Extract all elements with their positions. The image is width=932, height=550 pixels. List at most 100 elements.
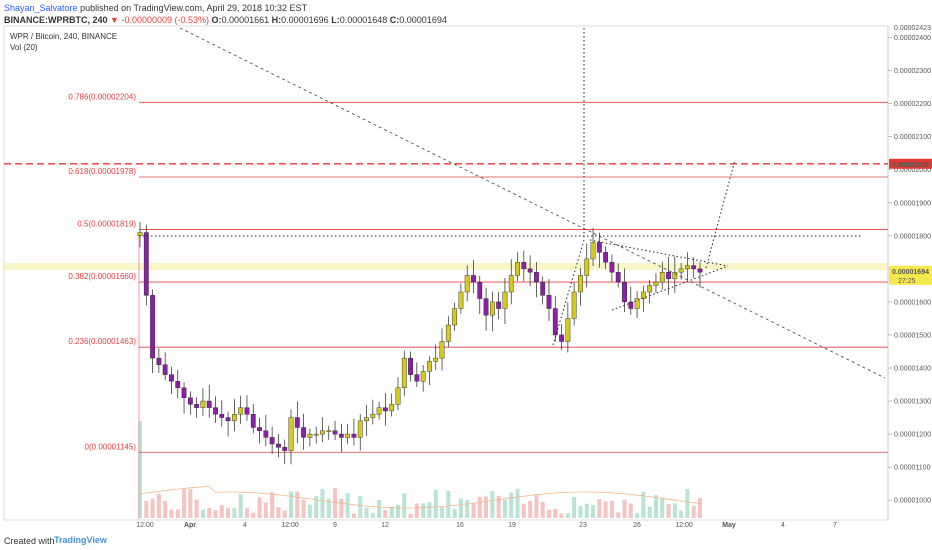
volume-bar — [314, 496, 319, 518]
chart-header: Shayan_Salvatore published on TradingVie… — [0, 0, 932, 26]
price-label: 0.00002000 — [894, 167, 931, 174]
candle — [206, 400, 212, 408]
candle — [389, 404, 395, 412]
close-value: 0.00001694 — [399, 15, 447, 25]
triangle-lower-line[interactable] — [611, 265, 729, 311]
volume-bar — [188, 489, 193, 518]
fib-label: 0.382(0.00001660) — [68, 272, 136, 281]
volume-bar — [289, 491, 294, 518]
candle — [515, 262, 520, 276]
open-value: 0.00001661 — [221, 15, 270, 25]
volume-bar — [452, 509, 457, 518]
fib-label: 0(0.00001145) — [85, 442, 137, 451]
time-label: 4 — [781, 522, 785, 529]
candle — [427, 361, 432, 372]
price-label: 0.00001500 — [894, 332, 931, 339]
ohlc-line: BINANCE:WPRBTC, 240 ▼ -0.00000009 (-0.53… — [4, 15, 447, 25]
candle — [294, 417, 300, 428]
chart-frame — [3, 25, 889, 521]
time-label: 12:00 — [281, 522, 299, 529]
volume-bar — [515, 488, 520, 518]
volume-bar — [446, 491, 451, 518]
candle — [382, 407, 388, 412]
candle — [540, 281, 546, 296]
candle — [364, 417, 369, 422]
candle — [471, 275, 476, 283]
time-label: 12:00 — [675, 522, 693, 529]
volume-bar — [509, 492, 514, 518]
candle — [496, 301, 502, 309]
candle — [565, 318, 571, 342]
volume-bar — [502, 499, 507, 518]
volume-bar — [395, 504, 400, 518]
volume-bar — [540, 501, 545, 518]
candle — [263, 430, 269, 438]
price-label: 0.00001200 — [894, 432, 931, 439]
volume-bar — [440, 507, 445, 518]
volume-bar — [691, 505, 696, 518]
candle — [666, 271, 671, 279]
candle — [408, 357, 413, 375]
volume-bar — [263, 502, 268, 518]
target-price-label: 0.00002018 — [892, 162, 929, 169]
current-price-highlight — [4, 263, 888, 270]
author-link[interactable]: Shayan_Salvatore — [4, 3, 78, 13]
candle — [628, 301, 634, 309]
volume-bar — [351, 513, 356, 518]
volume-bar — [251, 512, 256, 518]
candle — [276, 443, 281, 448]
candle — [357, 420, 363, 438]
time-label: 16 — [456, 522, 464, 529]
trend-drawings[interactable] — [139, 27, 886, 379]
time-axis[interactable]: 12:00 Apr 4 12:00 9 12 16 19 23 26 12:00 May 4 7 — [136, 522, 837, 529]
triangle-upper-line[interactable] — [589, 239, 729, 267]
price-label: 0.00001000 — [894, 498, 931, 505]
volume-bar — [307, 504, 312, 518]
volume-bar — [628, 503, 633, 518]
volume-bars — [138, 232, 702, 519]
volume-bar — [685, 488, 690, 518]
volume-bar — [402, 493, 407, 518]
candle — [590, 242, 596, 260]
volume-bar — [672, 503, 677, 518]
candle — [332, 430, 338, 435]
price-axis[interactable]: 0.00002400 0.00002300 0.00002200 0.00002100… — [888, 25, 932, 505]
candle — [596, 242, 602, 253]
fib-retracement[interactable]: 0.786(0.00002204) 0.618(0.00001978) 0.5(0.… — [4, 92, 888, 453]
tradingview-logo[interactable]: TradingView — [54, 535, 107, 545]
open-label: O: — [211, 15, 222, 25]
candle — [250, 414, 256, 428]
breakout-projection-line[interactable] — [705, 159, 736, 269]
candle — [546, 295, 552, 309]
candle — [521, 262, 527, 270]
candle — [238, 407, 244, 415]
volume-bar — [301, 499, 306, 518]
target-price-tag — [889, 158, 932, 169]
candle — [162, 364, 168, 375]
descending-trendline[interactable] — [179, 27, 886, 379]
candle — [194, 404, 200, 408]
candle — [439, 341, 445, 359]
volume-bar — [238, 494, 243, 518]
volume-bar — [559, 513, 564, 518]
volume-bar — [546, 509, 551, 518]
publish-info: published on TradingView.com, April 29, … — [80, 3, 308, 13]
volume-bar — [666, 504, 671, 518]
candle — [527, 268, 533, 273]
candle — [678, 268, 684, 273]
volume-bar — [653, 494, 658, 518]
candle — [269, 437, 275, 445]
candle — [219, 414, 225, 418]
candle — [508, 275, 514, 293]
candle — [603, 252, 609, 263]
fib-label: 0.236(0.00001463) — [68, 337, 136, 346]
high-label: H: — [271, 15, 282, 25]
volume-bar — [528, 500, 533, 518]
fib-label: 0.618(0.00001978) — [68, 167, 136, 176]
created-with-label: Created with — [4, 536, 55, 546]
candle — [634, 298, 640, 309]
volume-bar — [194, 499, 199, 518]
candle — [697, 268, 703, 273]
volume-bar — [572, 496, 577, 518]
